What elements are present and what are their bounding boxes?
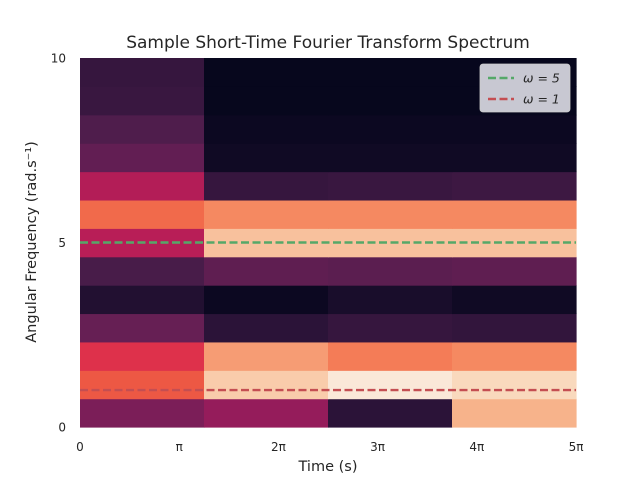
heatmap-cell bbox=[452, 199, 577, 229]
heatmap-cell bbox=[80, 143, 205, 173]
heatmap-cell bbox=[80, 256, 205, 286]
heatmap-cell bbox=[204, 143, 329, 173]
heatmap-cell bbox=[328, 313, 453, 343]
heatmap-cell bbox=[452, 114, 577, 144]
heatmap-cell bbox=[328, 143, 453, 173]
heatmap-cell bbox=[204, 256, 329, 286]
x-axis-ticks: 0 π 2π 3π 4π 5π bbox=[76, 440, 583, 454]
heatmap-cell bbox=[328, 256, 453, 286]
heatmap-cell bbox=[80, 171, 205, 201]
heatmap-cell bbox=[452, 143, 577, 173]
legend-entry: ω = 1 bbox=[523, 92, 560, 107]
reference-lines bbox=[80, 241, 576, 392]
heatmap-cell bbox=[328, 58, 453, 87]
heatmap-cell bbox=[452, 313, 577, 343]
y-tick-label: 0 bbox=[58, 421, 66, 435]
heatmap-cell bbox=[204, 341, 329, 371]
heatmap-cell bbox=[80, 58, 205, 87]
heatmap-cell bbox=[328, 86, 453, 116]
heatmap-cell bbox=[328, 370, 453, 400]
heatmap-cell bbox=[328, 341, 453, 371]
x-tick-label: π bbox=[176, 440, 183, 454]
heatmap-cell bbox=[452, 285, 577, 315]
heatmap-cell bbox=[452, 370, 577, 400]
x-tick-label: 3π bbox=[370, 440, 385, 454]
heatmap-cell bbox=[80, 398, 205, 428]
x-tick-label: 4π bbox=[469, 440, 484, 454]
heatmap-cell bbox=[328, 171, 453, 201]
heatmap-cell bbox=[204, 370, 329, 400]
heatmap-cell bbox=[80, 114, 205, 144]
y-tick-label: 5 bbox=[58, 236, 66, 250]
heatmap-cell bbox=[204, 398, 329, 428]
heatmap-cell bbox=[80, 285, 205, 315]
heatmap-cell bbox=[204, 171, 329, 201]
heatmap-cell bbox=[80, 313, 205, 343]
heatmap-cell bbox=[328, 199, 453, 229]
x-tick-label: 0 bbox=[76, 440, 84, 454]
heatmap-cell bbox=[328, 114, 453, 144]
heatmap-cell bbox=[80, 341, 205, 371]
heatmap-cell bbox=[80, 199, 205, 229]
legend-entry: ω = 5 bbox=[523, 71, 560, 86]
heatmap-cell bbox=[80, 86, 205, 116]
heatmap-cell bbox=[80, 370, 205, 400]
legend: ω = 5 ω = 1 bbox=[479, 63, 571, 113]
heatmap-cell bbox=[204, 313, 329, 343]
heatmap-cell bbox=[204, 86, 329, 116]
heatmap-cell bbox=[452, 398, 577, 428]
heatmap-cell bbox=[204, 285, 329, 315]
x-tick-label: 5π bbox=[569, 440, 584, 454]
x-tick-label: 2π bbox=[271, 440, 286, 454]
heatmap-cell bbox=[452, 341, 577, 371]
heatmap-cell bbox=[328, 285, 453, 315]
heatmap-cell bbox=[452, 171, 577, 201]
y-tick-label: 10 bbox=[51, 52, 66, 66]
heatmap-cell bbox=[204, 199, 329, 229]
heatmap-cell bbox=[452, 256, 577, 286]
heatmap-cell bbox=[204, 114, 329, 144]
x-axis-label: Time (s) bbox=[298, 459, 358, 475]
heatmap-cell bbox=[204, 58, 329, 87]
chart-title: Sample Short-Time Fourier Transform Spec… bbox=[126, 33, 530, 53]
heatmap-cell bbox=[328, 398, 453, 428]
y-axis-label: Angular Frequency (rad.s⁻¹) bbox=[24, 141, 40, 343]
y-axis-ticks: 0 5 10 bbox=[51, 52, 66, 435]
